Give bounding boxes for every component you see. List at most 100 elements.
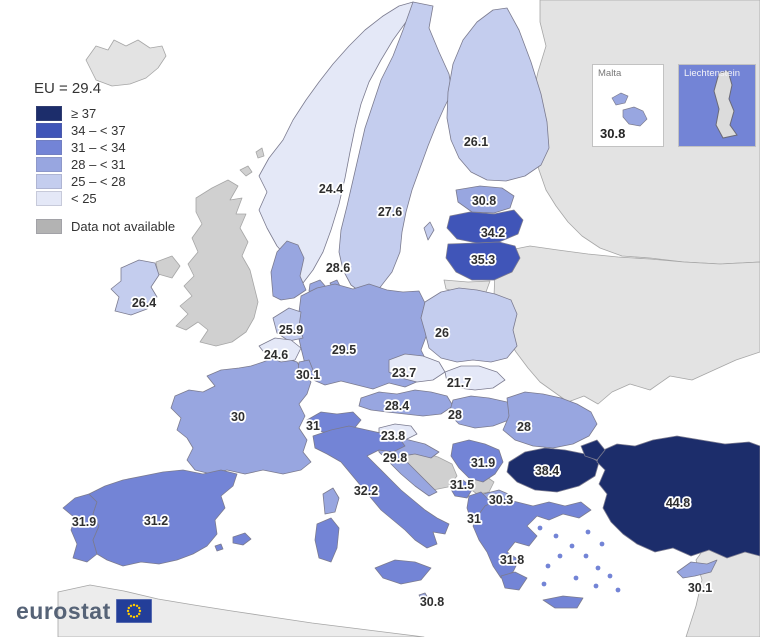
country-norway — [258, 1, 422, 284]
legend-class-row: ≥ 37 — [36, 105, 175, 122]
legend-class-row: 31 – < 34 — [36, 139, 175, 156]
country-italy — [374, 559, 432, 585]
value-label-romania: 28 — [517, 420, 531, 434]
value-label-austria: 28.4 — [385, 399, 409, 413]
country-united-kingdom — [239, 165, 253, 177]
country-spain — [232, 532, 252, 546]
country-poland — [420, 287, 518, 363]
value-label-italy: 32.2 — [354, 484, 378, 498]
legend-class-row: 34 – < 37 — [36, 122, 175, 139]
country-north-africa — [57, 584, 425, 637]
country-austria — [358, 389, 454, 417]
country-spain — [214, 543, 224, 552]
legend-swatch — [36, 174, 62, 189]
value-label-belgium: 24.6 — [264, 348, 288, 362]
value-label-luxembourg: 30.1 — [296, 368, 320, 382]
greek-island — [557, 553, 563, 559]
country-greece — [500, 571, 528, 591]
legend-class-row: 28 – < 31 — [36, 156, 175, 173]
country-malta-main — [418, 592, 429, 602]
country-latvia — [446, 209, 524, 244]
value-label-switzerland: 31 — [306, 419, 320, 433]
legend-label: 28 – < 31 — [71, 157, 126, 172]
malta-island-main — [622, 106, 648, 127]
legend-label: 31 – < 34 — [71, 140, 126, 155]
value-label-croatia: 29.8 — [383, 451, 407, 465]
value-label-north-macedonia: 30.3 — [489, 493, 513, 507]
inset-malta-value: 30.8 — [600, 126, 626, 141]
country-gotland — [423, 221, 435, 241]
countries-layer — [57, 0, 760, 637]
value-label-latvia: 34.2 — [481, 226, 505, 240]
value-label-malta-main: 30.8 — [420, 595, 444, 609]
eurostat-logo: eurostat — [16, 599, 152, 623]
legend-no-data-row: Data not available — [36, 218, 175, 235]
country-lithuania — [445, 241, 521, 281]
country-slovakia — [444, 365, 506, 391]
value-label-spain: 31.2 — [144, 514, 168, 528]
value-label-ireland: 26.4 — [132, 296, 156, 310]
malta-island-gozo — [611, 92, 629, 106]
value-label-serbia: 31.9 — [471, 456, 495, 470]
liechtenstein-shape — [713, 70, 738, 139]
legend-label: ≥ 37 — [71, 106, 97, 121]
inset-liechtenstein-title: Liechtenstein — [684, 68, 740, 79]
eurostat-logo-text: eurostat — [16, 597, 111, 624]
value-label-estonia: 30.8 — [472, 194, 496, 208]
legend-label: 34 – < 37 — [71, 123, 126, 138]
value-label-norway: 24.4 — [319, 182, 343, 196]
value-label-portugal: 31.9 — [72, 515, 96, 529]
country-iceland — [85, 39, 167, 87]
country-netherlands — [272, 307, 304, 342]
value-label-turkey: 44.8 — [666, 496, 690, 510]
value-label-albania: 31 — [467, 512, 481, 526]
inset-malta-title: Malta — [598, 68, 622, 79]
value-label-greece: 31.8 — [500, 553, 524, 567]
value-label-lithuania: 35.3 — [471, 253, 495, 267]
greek-island — [553, 533, 559, 539]
legend: ≥ 37 34 – < 37 31 – < 34 28 – < 31 25 – < 28… — [36, 105, 175, 235]
legend-class-row: 25 – < 28 — [36, 173, 175, 190]
legend-no-data-label: Data not available — [71, 219, 176, 234]
legend-swatch — [36, 106, 62, 121]
eu-flag-icon — [115, 599, 152, 623]
value-label-czechia: 23.7 — [392, 366, 416, 380]
value-label-bulgaria: 38.4 — [535, 464, 559, 478]
value-label-montenegro: 31.5 — [450, 478, 474, 492]
country-east-block — [493, 245, 760, 405]
value-labels-layer: 24.4 27.6 26.1 30.8 34.2 35.3 28.6 26.4 29.5 26 23… — [70, 133, 714, 611]
legend-swatch — [36, 157, 62, 172]
greek-island — [585, 529, 591, 535]
country-corsica — [322, 487, 340, 515]
country-united-kingdom — [175, 179, 259, 347]
country-finland — [446, 7, 550, 182]
country-cyprus — [676, 559, 718, 579]
greek-island — [595, 565, 601, 571]
malta-inset-map — [611, 92, 648, 127]
value-label-germany: 29.5 — [332, 343, 356, 357]
country-united-kingdom — [155, 255, 181, 279]
country-czechia — [388, 353, 446, 383]
legend-swatch — [36, 191, 62, 206]
country-greece — [472, 497, 592, 579]
legend-swatch — [36, 123, 62, 138]
inset-malta: Malta 30.8 — [592, 64, 664, 147]
greek-island — [541, 581, 547, 587]
value-label-hungary: 28 — [448, 408, 462, 422]
value-label-poland: 26 — [435, 326, 449, 340]
greek-island — [599, 541, 605, 547]
country-bulgaria — [506, 447, 600, 493]
country-montenegro — [448, 479, 474, 499]
country-ireland — [110, 259, 160, 316]
eu-average-label: EU = 29.4 — [34, 80, 102, 97]
greek-island — [569, 543, 575, 549]
country-italy — [312, 425, 450, 549]
value-label-netherlands: 25.9 — [279, 323, 303, 337]
inset-liechtenstein: Liechtenstein — [678, 64, 756, 147]
legend-no-data-swatch — [36, 219, 62, 234]
country-denmark — [270, 240, 307, 301]
value-label-slovakia: 21.7 — [447, 376, 471, 390]
greek-island — [593, 583, 599, 589]
